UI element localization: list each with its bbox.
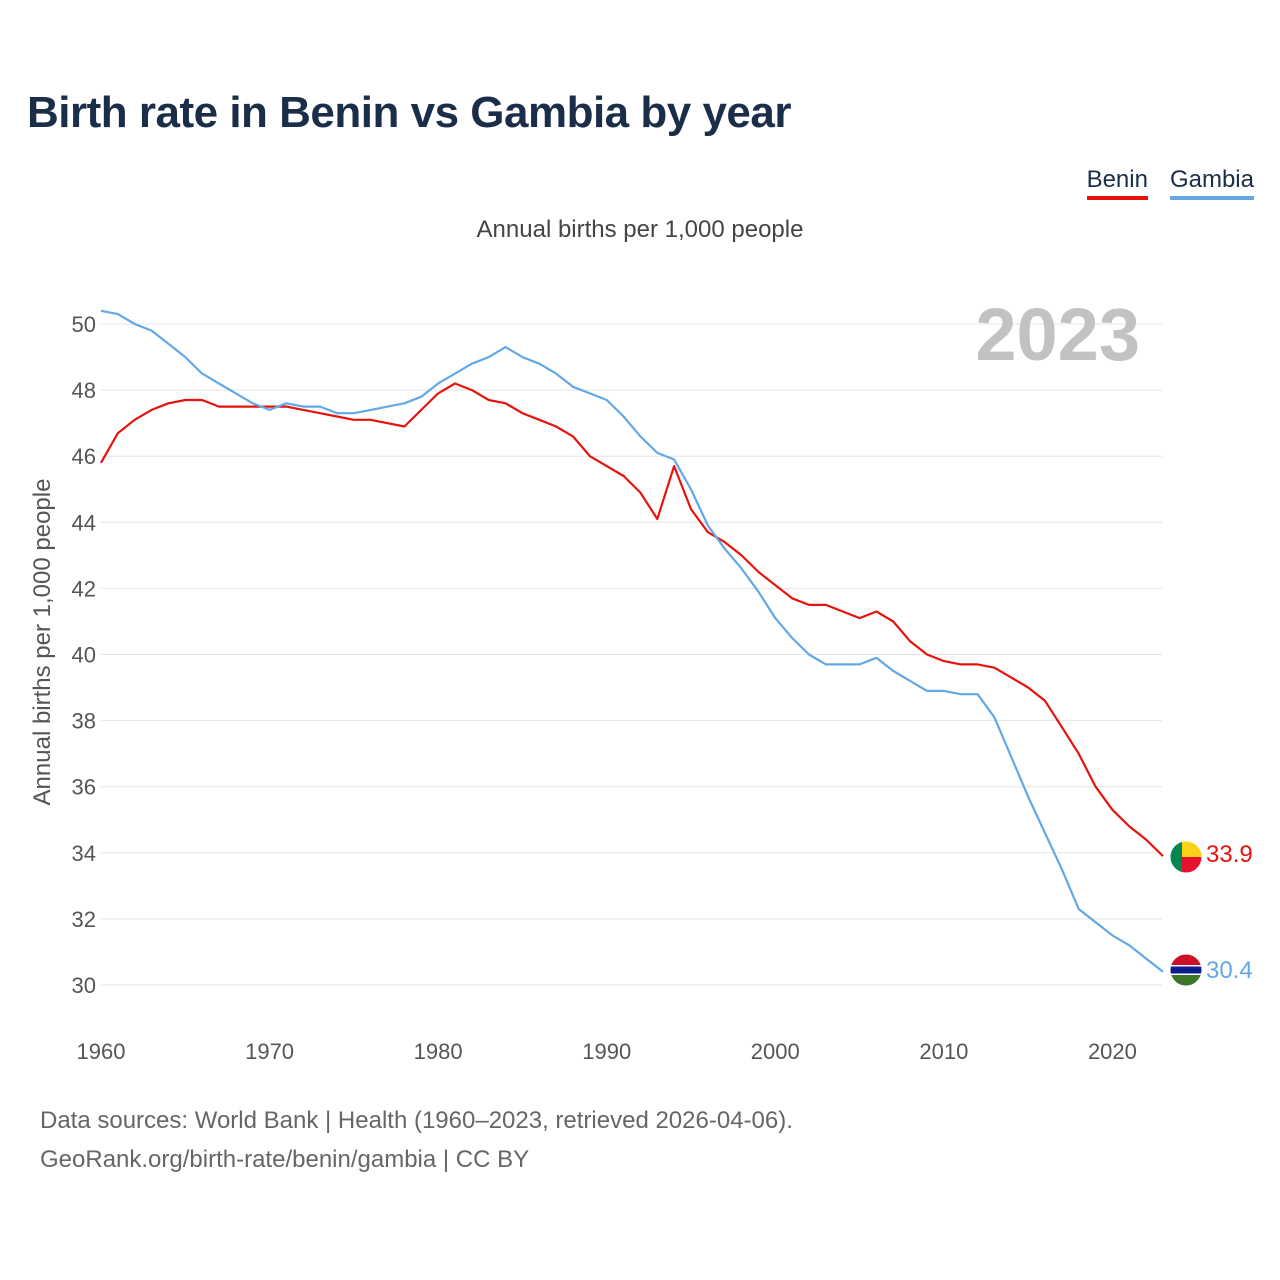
y-tick-label: 42 — [72, 576, 96, 601]
benin-end-label: 33.9 — [1206, 841, 1253, 868]
chart-title: Birth rate in Benin vs Gambia by year — [27, 88, 791, 137]
benin-flag-icon — [1169, 840, 1203, 874]
line-chart: 30 32 34 36 38 40 42 44 46 48 50 1960 1970 1980 1990 2… — [29, 293, 1253, 1064]
x-tick-label: 2020 — [1088, 1039, 1137, 1064]
x-tick-label: 2010 — [919, 1039, 968, 1064]
y-tick-label: 32 — [72, 907, 96, 932]
chart-subtitle: Annual births per 1,000 people — [476, 216, 804, 243]
gridlines — [101, 323, 1162, 986]
legend-item-benin[interactable]: Benin — [1086, 166, 1148, 200]
y-tick-label: 38 — [72, 709, 96, 734]
y-tick-label: 34 — [72, 841, 96, 866]
x-tick-label: 1990 — [582, 1039, 631, 1064]
y-axis-label: Annual births per 1,000 people — [29, 479, 56, 806]
y-tick-label: 40 — [72, 643, 96, 668]
x-tick-label: 1980 — [414, 1039, 463, 1064]
x-tick-label: 1960 — [77, 1039, 126, 1064]
gambia-end-label: 30.4 — [1206, 957, 1253, 984]
x-tick-label: 1970 — [245, 1039, 294, 1064]
series-line-gambia — [100, 309, 1164, 973]
x-axis-ticks: 1960 1970 1980 1990 2000 2010 2020 — [77, 1039, 1137, 1064]
legend-item-gambia[interactable]: Gambia — [1169, 166, 1254, 200]
source-link[interactable]: GeoRank.org/birth-rate/benin/gambia | CC… — [40, 1146, 530, 1173]
y-axis-ticks: 30 32 34 36 38 40 42 44 46 48 50 — [72, 312, 96, 998]
legend: Benin Gambia — [1086, 166, 1254, 200]
y-tick-label: 46 — [72, 444, 96, 469]
y-tick-label: 48 — [72, 378, 96, 403]
series-line-benin — [100, 382, 1164, 857]
x-tick-label: 2000 — [751, 1039, 800, 1064]
y-tick-label: 44 — [72, 510, 96, 535]
y-tick-label: 50 — [72, 312, 96, 337]
gambia-flag-icon — [1169, 953, 1203, 987]
y-tick-label: 30 — [72, 973, 96, 998]
y-tick-label: 36 — [72, 775, 96, 800]
year-watermark: 2023 — [975, 293, 1140, 376]
data-sources: Data sources: World Bank | Health (1960–… — [40, 1107, 793, 1134]
